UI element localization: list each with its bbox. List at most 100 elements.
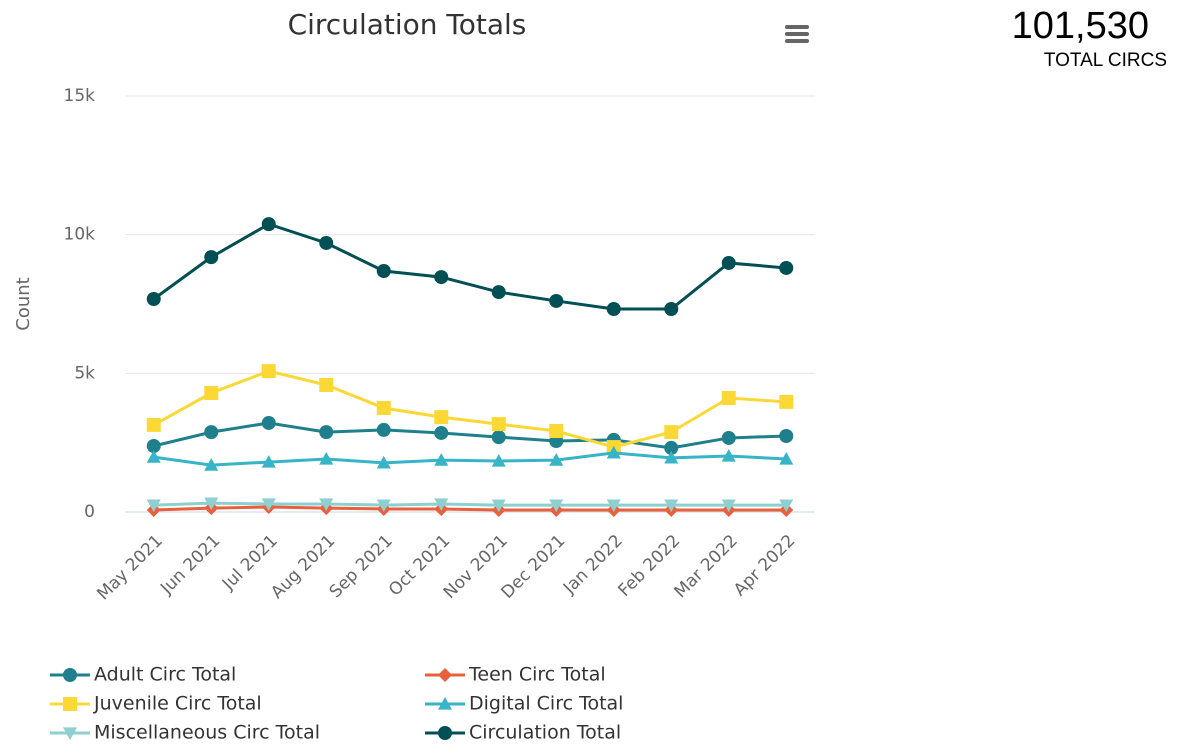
- marker: [664, 450, 679, 464]
- marker: [606, 445, 621, 459]
- series-line: [153, 451, 787, 467]
- marker: [319, 498, 334, 511]
- marker: [779, 394, 794, 409]
- marker: [261, 498, 276, 511]
- marker: [491, 430, 506, 445]
- marker: [434, 270, 449, 285]
- chart-title: Circulation Totals: [288, 8, 527, 41]
- kpi-label: TOTAL CIRCS: [1043, 50, 1167, 71]
- x-tick-label: Sep 2021: [326, 531, 397, 602]
- series-line: [153, 505, 787, 512]
- marker: [204, 250, 219, 265]
- series-line: [153, 421, 787, 450]
- marker: [376, 499, 391, 513]
- marker: [261, 415, 276, 430]
- marker: [319, 235, 334, 250]
- marker: [146, 438, 161, 453]
- marker: [721, 430, 736, 445]
- marker: [319, 452, 334, 465]
- marker: [491, 499, 506, 513]
- marker: [549, 453, 564, 466]
- marker: [146, 417, 161, 432]
- marker: [491, 453, 506, 467]
- x-tick-label: May 2021: [93, 531, 166, 604]
- series: [146, 217, 794, 316]
- y-axis-title: Count: [13, 277, 34, 330]
- marker: [664, 499, 679, 513]
- kpi: 101,530 TOTAL CIRCS: [967, 4, 1167, 74]
- marker: [261, 455, 276, 468]
- marker: [779, 429, 794, 444]
- marker: [721, 499, 736, 513]
- x-tick-label: Jun 2021: [156, 531, 224, 599]
- legend-item: Teen Circ Total: [425, 664, 606, 686]
- y-tick-label: 0: [84, 502, 95, 522]
- marker: [434, 453, 449, 466]
- marker: [434, 498, 449, 511]
- marker: [376, 401, 391, 415]
- marker: [606, 499, 621, 513]
- legend-item: Circulation Total: [425, 722, 621, 744]
- marker: [376, 422, 391, 437]
- marker: [438, 726, 452, 740]
- marker: [779, 499, 794, 513]
- series-line: [152, 222, 787, 311]
- marker: [63, 727, 77, 740]
- marker: [261, 364, 276, 379]
- legend-item: Adult Circ Total: [50, 664, 236, 686]
- marker: [261, 217, 276, 232]
- marker: [146, 292, 161, 307]
- marker: [319, 377, 334, 392]
- series: [146, 497, 794, 513]
- marker: [664, 425, 679, 440]
- marker: [664, 301, 679, 316]
- marker: [376, 263, 391, 278]
- legend-item: Miscellaneous Circ Total: [50, 722, 320, 744]
- marker: [376, 455, 391, 469]
- kpi-value: 101,530: [1011, 5, 1149, 47]
- menu-bar[interactable]: [785, 32, 809, 36]
- marker: [434, 425, 449, 440]
- y-tick-label: 15k: [64, 86, 96, 106]
- series-line: [153, 501, 787, 507]
- marker: [549, 499, 564, 513]
- marker: [146, 499, 161, 513]
- marker: [779, 452, 794, 465]
- marker: [319, 425, 334, 440]
- legend-label: Adult Circ Total: [94, 664, 236, 686]
- x-tick-label: Mar 2022: [671, 531, 742, 602]
- series-line: [153, 369, 787, 449]
- marker: [438, 697, 452, 710]
- marker: [204, 458, 219, 471]
- series: [146, 445, 794, 471]
- marker: [204, 386, 219, 401]
- legend-label: Juvenile Circ Total: [93, 693, 262, 715]
- series: [146, 364, 794, 455]
- menu-bar[interactable]: [785, 39, 809, 43]
- legend-item: Juvenile Circ Total: [50, 693, 262, 715]
- menu-button[interactable]: [782, 22, 812, 44]
- series: [146, 415, 794, 455]
- marker: [204, 497, 219, 511]
- marker: [63, 668, 77, 682]
- marker: [434, 410, 449, 425]
- marker: [491, 417, 506, 432]
- marker: [491, 285, 506, 300]
- marker: [549, 293, 564, 308]
- legend-item: Digital Circ Total: [425, 693, 623, 715]
- y-tick-label: 5k: [74, 363, 95, 383]
- marker: [721, 448, 736, 462]
- marker: [721, 391, 736, 406]
- marker: [438, 668, 452, 682]
- marker: [721, 255, 736, 270]
- marker: [63, 697, 77, 711]
- chart: Circulation Totals Count 0 5k 10k 15k May 20…: [13, 8, 815, 744]
- y-tick-label: 10k: [64, 225, 96, 245]
- marker: [779, 260, 794, 275]
- legend-label: Miscellaneous Circ Total: [94, 722, 320, 744]
- legend-label: Circulation Total: [469, 722, 621, 744]
- menu-bar[interactable]: [785, 25, 809, 29]
- marker: [204, 425, 219, 440]
- legend-label: Digital Circ Total: [469, 693, 623, 715]
